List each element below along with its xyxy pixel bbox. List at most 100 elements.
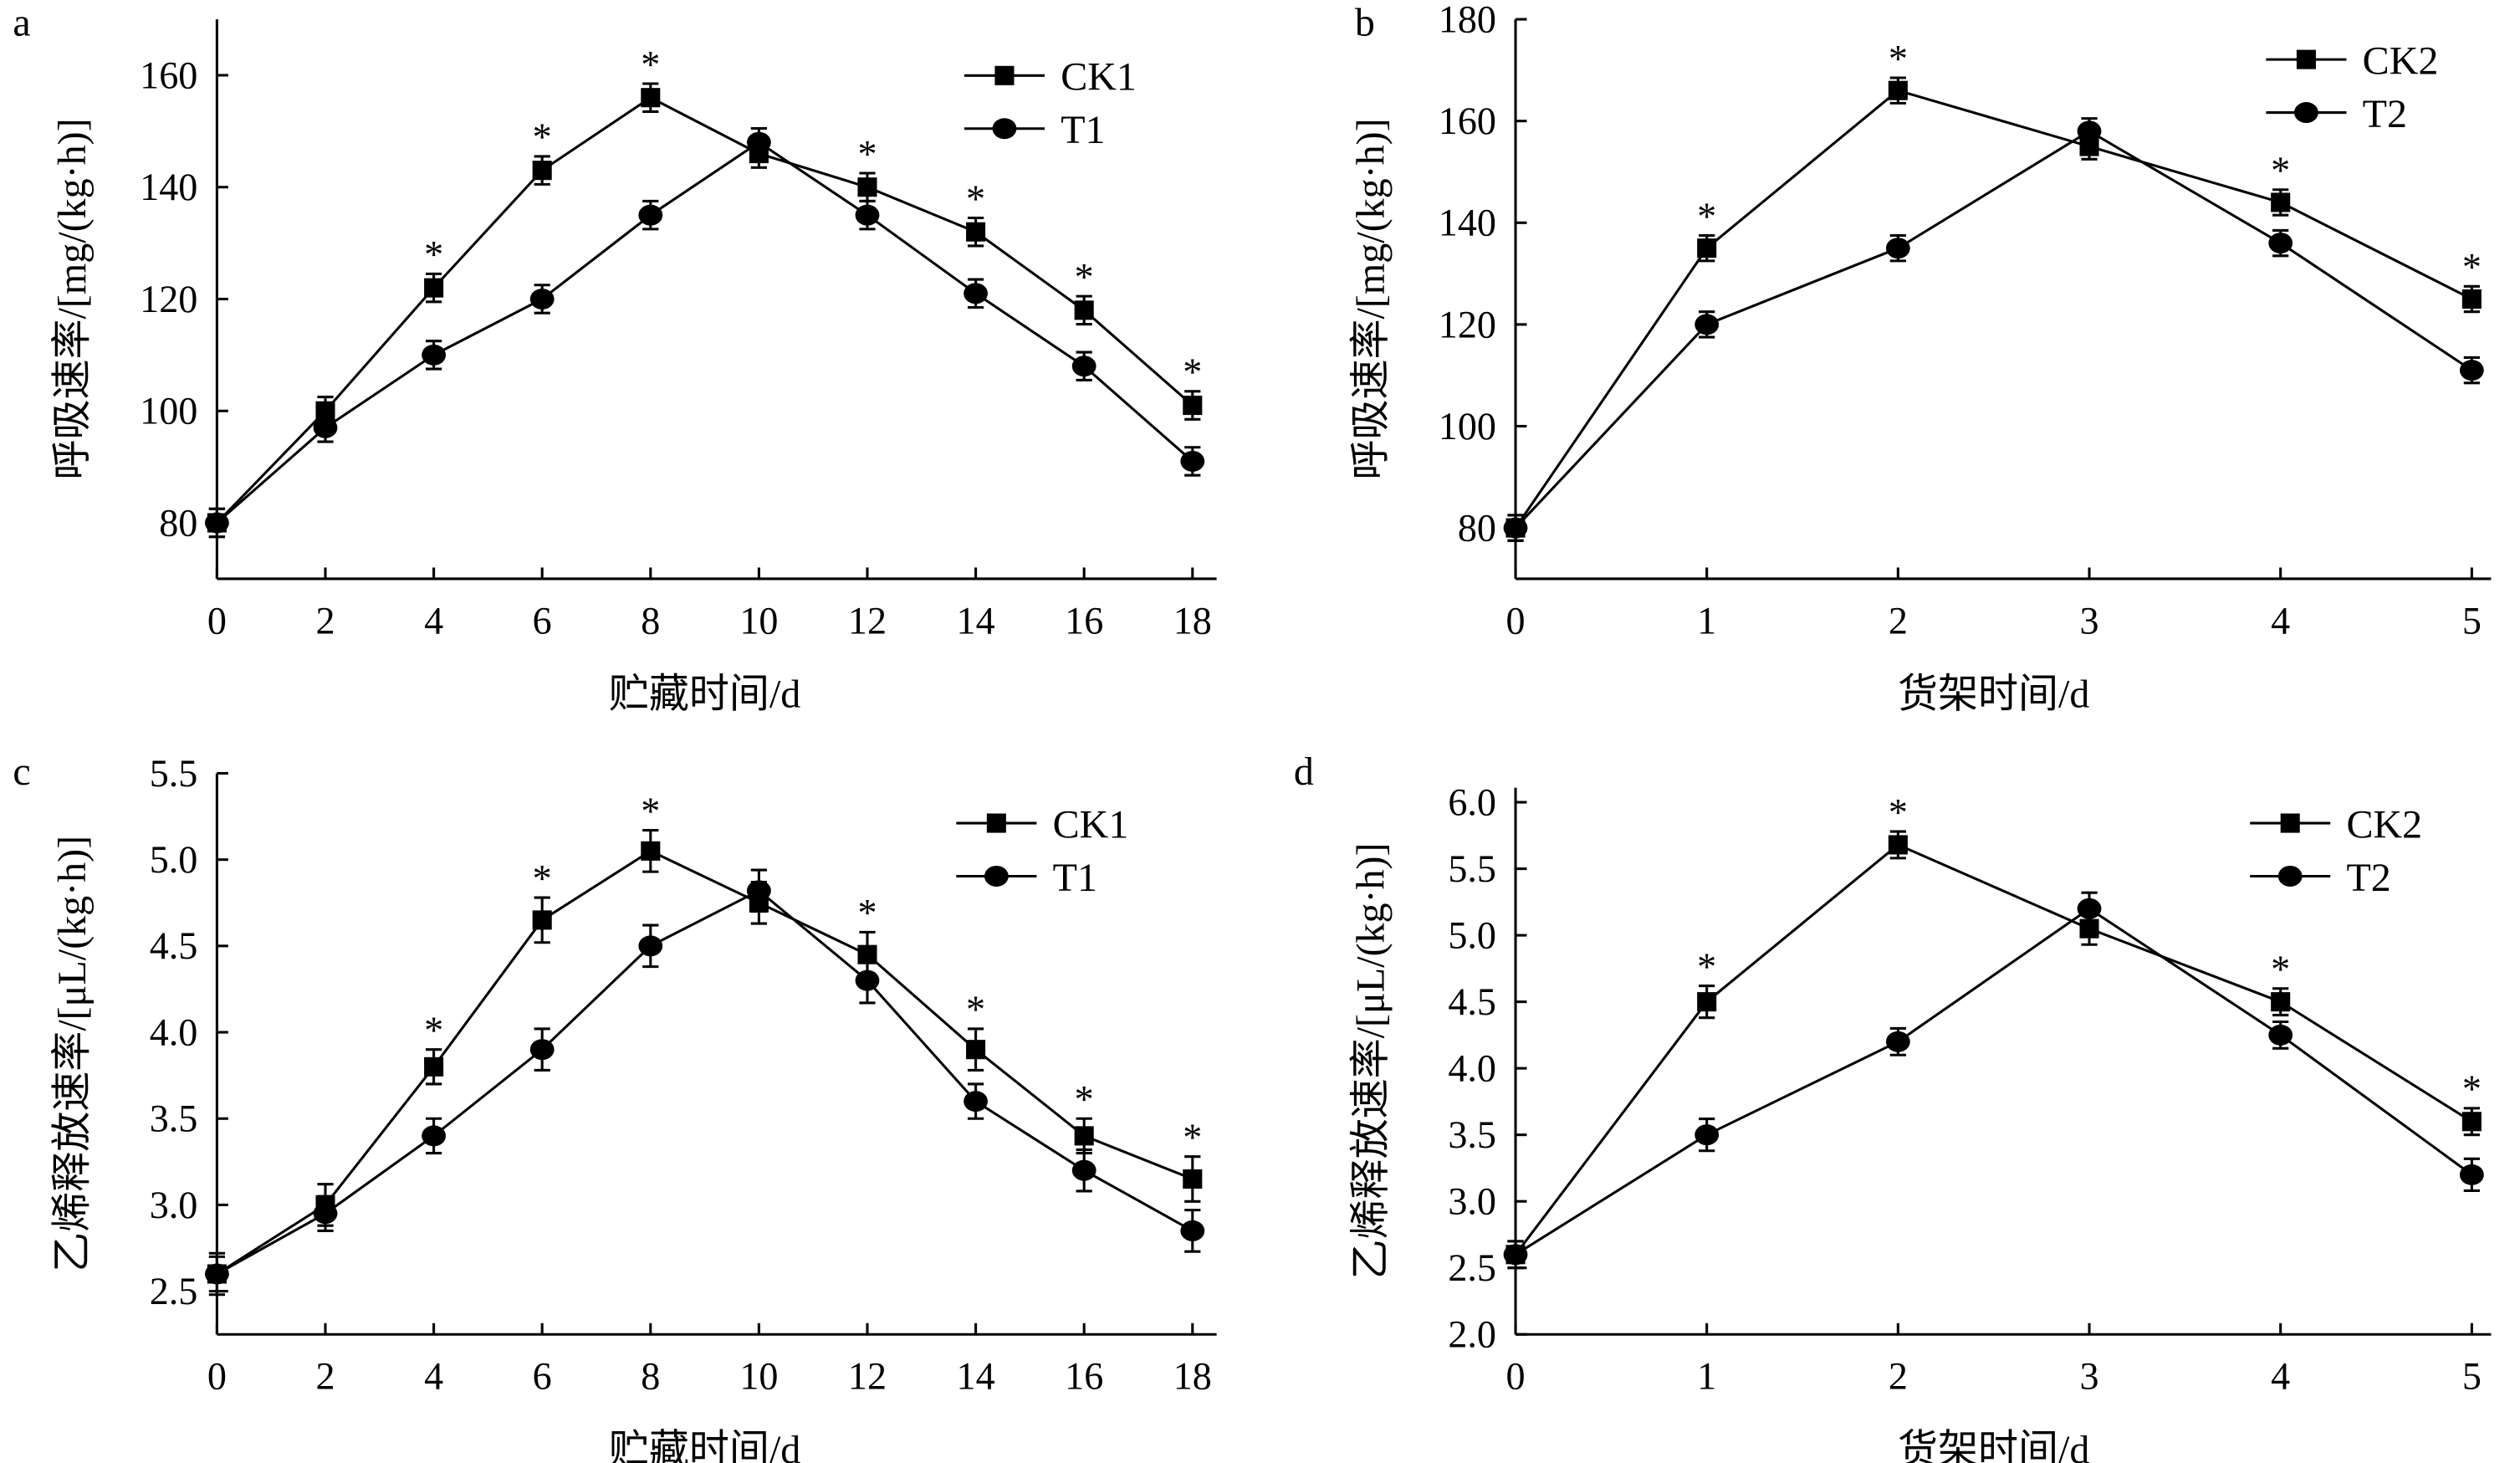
- y-tick-label: 160: [140, 54, 197, 96]
- series-line: [1514, 843, 2473, 1256]
- y-tick-label: 2.0: [1448, 1313, 1496, 1356]
- y-tick-label: 5.5: [150, 752, 198, 795]
- x-axis-label: 货架时间/d: [1898, 673, 2089, 717]
- x-tick-label: 4: [424, 599, 443, 642]
- series-T1: [204, 126, 1205, 539]
- data-point: [641, 841, 661, 861]
- x-tick-label: 16: [1065, 1355, 1103, 1398]
- x-tick-label: 4: [424, 1355, 443, 1398]
- x-tick-label: 18: [1173, 1355, 1212, 1398]
- data-point: [1885, 238, 1910, 259]
- panel-d: d 0 1 2 3 4 5 2.0 2.5 3.0 3.5 4.0 4.5 5.0 5.5 6.0 货架时间/d…: [1294, 749, 2492, 1463]
- data-point: [2268, 233, 2293, 254]
- data-point: [638, 204, 663, 226]
- data-point: [1180, 1220, 1205, 1241]
- y-tick-label: 80: [159, 501, 197, 544]
- legend-marker: [2280, 813, 2300, 833]
- data-point: [1183, 1169, 1203, 1189]
- data-point: [2461, 289, 2482, 309]
- x-axis-label: 贮藏时间/d: [609, 673, 800, 717]
- significance-star: *: [533, 857, 552, 899]
- y-tick-label: 6.0: [1448, 780, 1496, 823]
- x-tick-label: 12: [848, 1355, 887, 1398]
- x-tick-label: 5: [2462, 1355, 2482, 1398]
- x-tick-label: 14: [957, 599, 995, 642]
- data-point: [424, 278, 444, 298]
- legend-label: T2: [2363, 92, 2407, 136]
- significance-star: *: [1889, 37, 1908, 79]
- data-point: [2459, 360, 2484, 381]
- data-point: [1694, 1124, 1720, 1146]
- x-tick-label: 18: [1173, 599, 1212, 642]
- significance-star: *: [857, 892, 877, 934]
- legend-marker: [2277, 865, 2303, 887]
- data-point: [1180, 450, 1205, 472]
- data-point: [529, 1039, 555, 1061]
- y-tick-label: 3.0: [1448, 1180, 1496, 1223]
- y-tick-label: 3.5: [150, 1097, 198, 1140]
- legend-marker: [2296, 49, 2316, 69]
- data-point: [315, 401, 335, 421]
- x-tick-label: 2: [315, 599, 335, 642]
- significance-star: *: [424, 1009, 443, 1051]
- data-point: [313, 417, 338, 438]
- data-point: [2268, 1024, 2293, 1046]
- x-axis-label: 货架时间/d: [1898, 1428, 2089, 1463]
- panel-c: c 0 2 4 6 8 10 12 14 16 18 2.5 3.0 3.5 4.0 4.5 5.0 5.5 贮藏时…: [13, 749, 1217, 1463]
- significance-star: *: [1697, 945, 1716, 988]
- x-tick-label: 8: [641, 599, 660, 642]
- y-tick-label: 140: [1439, 202, 1496, 244]
- x-tick-label: 5: [2462, 599, 2482, 642]
- x-tick-label: 8: [641, 1355, 660, 1398]
- significance-star: *: [2462, 1067, 2482, 1110]
- data-point: [2271, 992, 2291, 1012]
- panel-label: b: [1355, 0, 1375, 44]
- data-point: [2461, 1112, 2482, 1132]
- y-tick-label: 4.5: [1448, 980, 1496, 1023]
- series-line: [1514, 130, 2473, 529]
- x-tick-label: 10: [739, 1355, 778, 1398]
- data-point: [1697, 238, 1717, 258]
- data-point: [638, 935, 663, 957]
- data-point: [746, 880, 771, 902]
- data-point: [532, 161, 552, 181]
- data-point: [964, 283, 989, 304]
- significance-star: *: [1075, 1078, 1094, 1121]
- x-tick-label: 0: [1505, 599, 1525, 642]
- legend-marker: [986, 813, 1006, 833]
- x-tick-label: 4: [2271, 599, 2290, 642]
- x-tick-label: 6: [533, 1355, 552, 1398]
- data-point: [857, 177, 877, 197]
- data-point: [2079, 136, 2099, 156]
- y-tick-label: 3.5: [1448, 1113, 1496, 1156]
- data-point: [2077, 120, 2102, 142]
- data-point: [422, 1125, 447, 1147]
- data-point: [1888, 80, 1908, 100]
- data-point: [964, 1091, 989, 1113]
- x-tick-label: 3: [2079, 599, 2098, 642]
- x-tick-label: 0: [207, 1355, 227, 1398]
- y-axis-label: 乙烯释放速率/[μL/(kg·h)]: [1348, 842, 1393, 1279]
- significance-star: *: [966, 177, 985, 220]
- legend-label: T2: [2346, 856, 2390, 900]
- data-point: [313, 1203, 338, 1225]
- significance-star: *: [641, 790, 660, 832]
- series-line: [216, 95, 1194, 524]
- series-CK1: [207, 82, 1203, 539]
- y-tick-label: 180: [1439, 0, 1496, 40]
- legend-label: CK2: [2363, 38, 2439, 83]
- data-point: [1183, 396, 1203, 416]
- legend-marker: [984, 865, 1009, 887]
- data-point: [641, 88, 661, 108]
- data-point: [529, 288, 555, 309]
- significance-star: *: [2462, 246, 2482, 289]
- series-line: [216, 141, 1194, 524]
- legend-label: CK1: [1061, 55, 1137, 100]
- panel-label: d: [1294, 749, 1314, 794]
- significance-star: *: [424, 233, 443, 276]
- legend-label: T1: [1061, 108, 1105, 152]
- data-point: [2271, 192, 2291, 212]
- series-line: [1515, 907, 2473, 1256]
- significance-star: *: [1697, 195, 1716, 238]
- y-tick-label: 100: [1439, 405, 1496, 448]
